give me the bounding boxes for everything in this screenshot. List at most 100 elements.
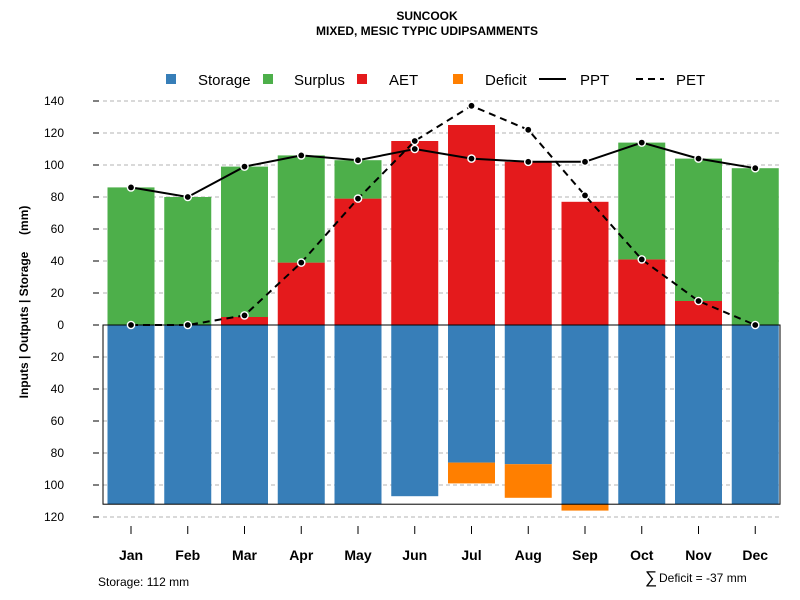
- x-tick-label-mar: Mar: [232, 547, 257, 563]
- bar-surplus-nov: [675, 158, 722, 301]
- bar-storage-aug: [504, 325, 552, 465]
- x-tick-label-oct: Oct: [630, 547, 654, 563]
- storage-note: Storage: 112 mm: [98, 575, 189, 589]
- point-ppt-apr: [296, 151, 306, 160]
- point-ppt-dec: [750, 163, 760, 173]
- point-pet-sep: [580, 191, 590, 200]
- x-tick-label-apr: Apr: [289, 547, 314, 563]
- y-tick-label: 20: [51, 350, 65, 364]
- chart-title: SUNCOOK: [396, 9, 458, 23]
- legend-label-deficit: Deficit: [485, 72, 528, 89]
- bar-storage-sep: [561, 325, 609, 505]
- bar-storage-apr: [277, 325, 325, 505]
- point-ppt-aug: [523, 157, 533, 167]
- bar-aet-apr: [277, 262, 325, 325]
- lines: [102, 101, 781, 505]
- y-tick-label: 80: [51, 446, 65, 460]
- point-ppt-jul: [467, 154, 476, 163]
- legend-swatch-storage: [166, 74, 176, 84]
- bar-storage-jul: [448, 325, 495, 463]
- point-pet-jan: [126, 320, 136, 330]
- grid-lines: [103, 100, 780, 518]
- legend-swatch-aet: [357, 74, 367, 84]
- x-tick-label-nov: Nov: [685, 547, 712, 563]
- y-tick-label: 40: [51, 254, 65, 268]
- legend-label-storage: Storage: [198, 72, 251, 89]
- point-ppt-oct: [637, 138, 647, 147]
- bars: [107, 125, 779, 511]
- point-ppt-may: [353, 155, 363, 165]
- bar-surplus-jan: [107, 187, 155, 325]
- y-tick-label: 100: [44, 478, 64, 492]
- bar-storage-feb: [164, 325, 212, 505]
- point-ppt-jan: [126, 183, 136, 192]
- bar-storage-mar: [221, 325, 268, 505]
- point-pet-mar: [240, 311, 249, 320]
- point-ppt-feb: [183, 192, 193, 202]
- x-tick-label-sep: Sep: [572, 547, 598, 563]
- y-tick-label: 120: [44, 510, 64, 524]
- point-pet-nov: [694, 296, 703, 306]
- bar-surplus-dec: [731, 168, 779, 325]
- point-pet-may: [353, 194, 363, 203]
- x-tick-label-aug: Aug: [515, 547, 542, 563]
- y-tick-label: 20: [51, 286, 65, 300]
- bar-surplus-mar: [221, 166, 268, 317]
- y-tick-label: 120: [44, 126, 64, 140]
- legend-label-pet: PET: [676, 72, 705, 89]
- y-axis-title: Inputs | Outputs | Storage (mm): [17, 206, 31, 399]
- y-tick-label: 60: [51, 222, 65, 236]
- legend-label-ppt: PPT: [580, 72, 609, 89]
- point-pet-oct: [637, 255, 647, 264]
- bar-storage-dec: [731, 325, 779, 505]
- x-tick-label-feb: Feb: [175, 547, 200, 563]
- point-pet-jun: [410, 136, 420, 146]
- bar-deficit-jul: [448, 462, 495, 484]
- point-pet-aug: [523, 125, 533, 135]
- point-pet-jul: [467, 101, 476, 111]
- line-ppt: [130, 141, 756, 199]
- bar-surplus-may: [334, 160, 382, 199]
- point-pet-apr: [296, 258, 306, 267]
- point-pet-feb: [183, 320, 193, 330]
- bar-aet-jun: [391, 141, 439, 325]
- legend-label-surplus: Surplus: [294, 72, 345, 89]
- bar-storage-nov: [675, 325, 722, 505]
- x-tick-label-may: May: [344, 547, 371, 563]
- point-ppt-sep: [580, 157, 590, 167]
- deficit-note: Deficit = -37 mm: [659, 571, 747, 585]
- bar-aet-aug: [504, 161, 552, 325]
- point-pet-dec: [750, 320, 760, 330]
- bar-deficit-aug: [504, 464, 552, 498]
- legend-swatch-surplus: [263, 74, 273, 84]
- chart-subtitle: MIXED, MESIC TYPIC UDIPSAMMENTS: [316, 24, 538, 38]
- x-tick-label-jan: Jan: [119, 547, 143, 563]
- bar-aet-mar: [221, 317, 268, 325]
- bar-storage-jun: [391, 325, 439, 497]
- bar-surplus-oct: [618, 142, 666, 260]
- y-tick-label: 40: [51, 382, 65, 396]
- point-ppt-jun: [410, 144, 420, 154]
- x-tick-label-jun: Jun: [402, 547, 427, 563]
- bar-deficit-sep: [561, 504, 609, 511]
- bar-aet-oct: [618, 259, 666, 325]
- y-tick-label: 140: [44, 94, 64, 108]
- bar-aet-sep: [561, 201, 609, 325]
- y-tick-label: 100: [44, 158, 64, 172]
- point-ppt-mar: [240, 162, 249, 171]
- bar-aet-may: [334, 198, 382, 325]
- y-tick-label: 80: [51, 190, 65, 204]
- y-tick-label: 60: [51, 414, 65, 428]
- y-tick-label: 0: [57, 318, 64, 332]
- bar-storage-oct: [618, 325, 666, 505]
- bar-surplus-feb: [164, 197, 212, 325]
- bar-storage-jan: [107, 325, 155, 505]
- bar-storage-may: [334, 325, 382, 505]
- axes: 140 120 100 80 60 40 20 0 20 40 60 80 100 120 Jan Feb Ma…: [44, 94, 768, 563]
- x-tick-label-dec: Dec: [742, 547, 768, 563]
- deficit-symbol: ∑: [645, 568, 657, 587]
- legend-swatch-deficit: [453, 74, 463, 84]
- legend: Storage Surplus AET Deficit PPT PET: [166, 72, 705, 89]
- bar-surplus-apr: [277, 155, 325, 263]
